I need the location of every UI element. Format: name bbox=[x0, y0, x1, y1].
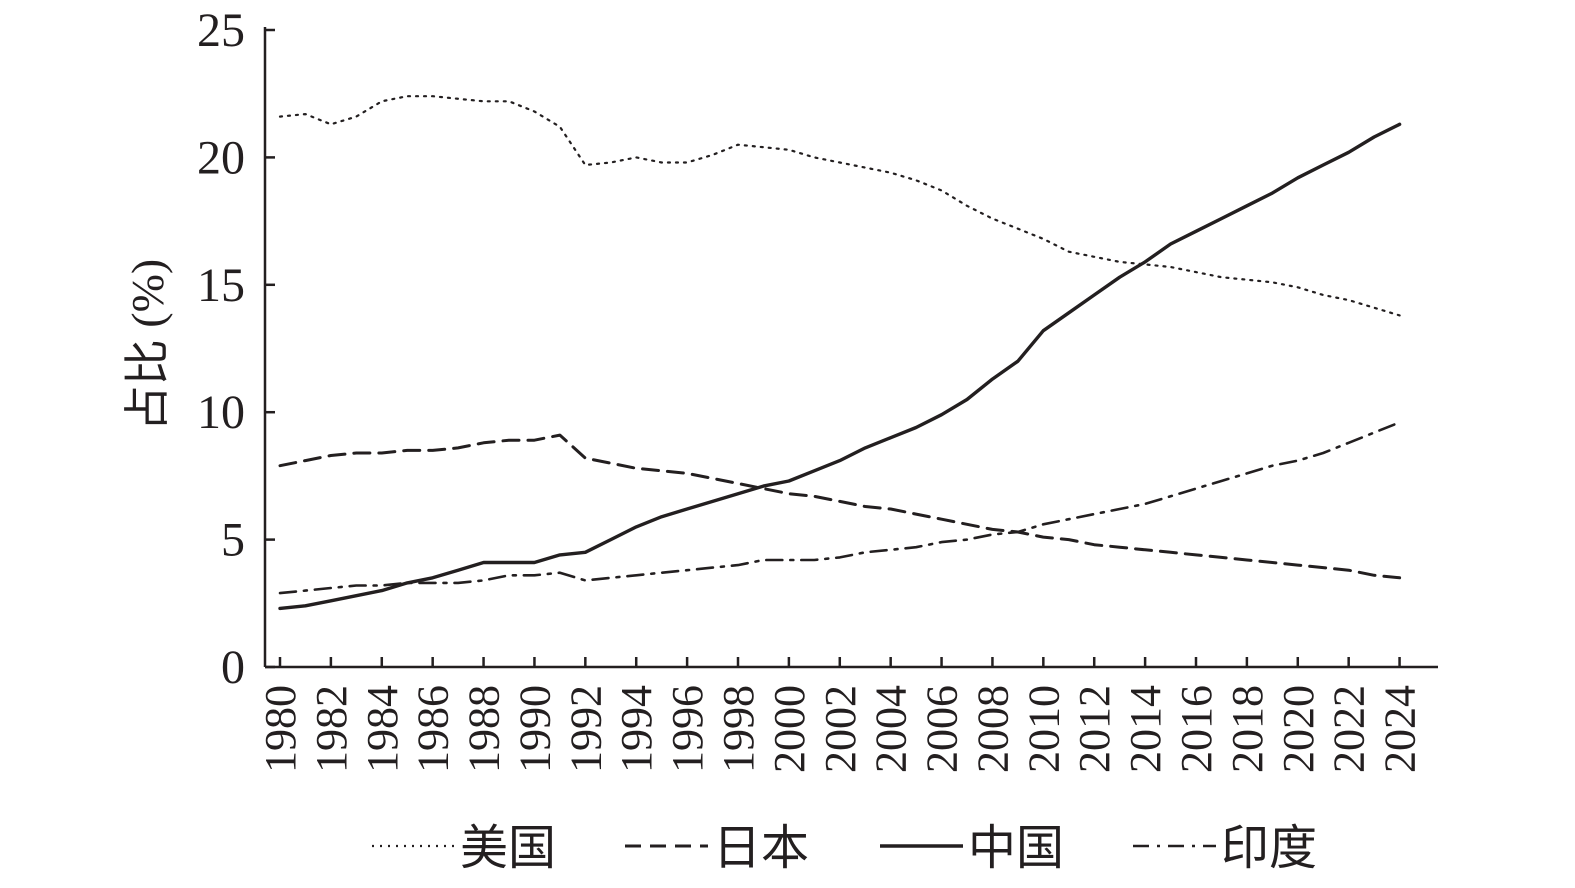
y-tick-label: 5 bbox=[221, 514, 245, 567]
x-axis-ticks: 1980 1982 1984 1986 1988 1990 1992 1994 1996 1998… bbox=[256, 657, 1425, 773]
x-tick-label: 2008 bbox=[968, 685, 1017, 773]
legend-item-2: 中国 bbox=[880, 822, 1064, 875]
legend-label-0: 美国 bbox=[460, 822, 556, 875]
series-line-1 bbox=[278, 433, 1402, 580]
legend-label-1: 日本 bbox=[713, 822, 809, 875]
x-tick-label: 2014 bbox=[1121, 685, 1170, 773]
legend-item-0: 美国 bbox=[372, 822, 556, 875]
x-tick-label: 1982 bbox=[307, 685, 356, 773]
x-tick-label: 2020 bbox=[1274, 685, 1323, 773]
x-tick-label: 1986 bbox=[409, 685, 458, 773]
x-tick-label: 2010 bbox=[1019, 685, 1068, 773]
y-axis-title: 占比 (%) bbox=[122, 259, 173, 431]
series-line-3 bbox=[278, 421, 1401, 595]
x-tick-label: 2004 bbox=[867, 685, 916, 773]
x-tick-label: 2022 bbox=[1325, 685, 1374, 773]
x-tick-label: 1980 bbox=[256, 685, 305, 773]
x-tick-label: 2016 bbox=[1172, 685, 1221, 773]
x-tick-label: 1990 bbox=[510, 685, 559, 773]
y-tick-label: 10 bbox=[197, 386, 245, 439]
series-lines bbox=[278, 95, 1402, 611]
legend-label-3: 印度 bbox=[1221, 822, 1317, 875]
x-tick-label: 2012 bbox=[1070, 685, 1119, 773]
x-tick-label: 1984 bbox=[358, 685, 407, 773]
y-tick-label: 0 bbox=[221, 641, 245, 694]
series-line-2 bbox=[278, 122, 1402, 611]
legend-item-1: 日本 bbox=[625, 822, 809, 875]
legend-item-3: 印度 bbox=[1133, 822, 1317, 875]
x-tick-label: 2018 bbox=[1223, 685, 1272, 773]
x-tick-label: 1998 bbox=[714, 685, 763, 773]
y-axis-ticks: 0 5 10 15 20 25 bbox=[197, 4, 275, 694]
y-tick-label: 25 bbox=[197, 4, 245, 57]
x-tick-label: 2024 bbox=[1376, 685, 1425, 773]
chart-axes bbox=[263, 27, 1438, 669]
y-tick-label: 15 bbox=[197, 259, 245, 312]
legend-label-2: 中国 bbox=[968, 822, 1064, 875]
y-tick-label: 20 bbox=[197, 131, 245, 184]
legend: 美国 日本 中国 印度 bbox=[372, 822, 1317, 875]
x-tick-label: 2002 bbox=[816, 685, 865, 773]
x-tick-label: 1996 bbox=[663, 685, 712, 773]
x-tick-label: 2000 bbox=[765, 685, 814, 773]
x-tick-label: 1994 bbox=[612, 685, 661, 773]
x-tick-label: 2006 bbox=[918, 685, 967, 773]
x-tick-label: 1992 bbox=[561, 685, 610, 773]
x-tick-label: 1988 bbox=[460, 685, 509, 773]
series-line-0 bbox=[278, 95, 1401, 317]
